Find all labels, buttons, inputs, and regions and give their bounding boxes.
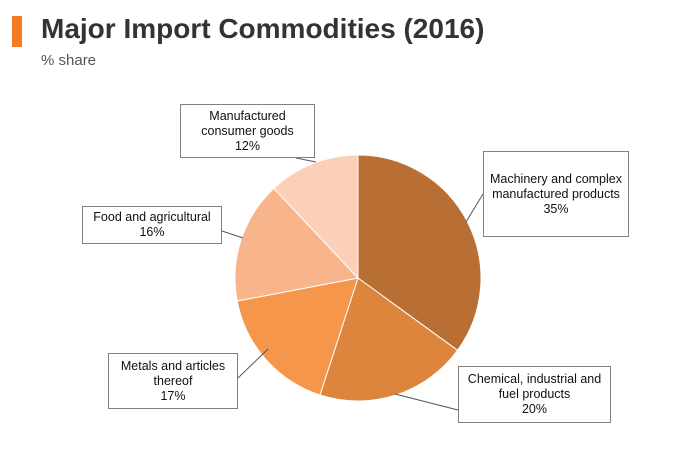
pie-slice-metals: [236, 277, 359, 396]
label-consumer-name: Manufactured consumer goods: [201, 108, 294, 138]
leader-line-chemical: [394, 393, 459, 411]
title-accent-bar: [12, 16, 22, 47]
label-chemical-name: Chemical, industrial and fuel products: [467, 372, 602, 401]
chart-title: Major Import Commodities (2016): [41, 13, 485, 44]
pie-slice-machinery: [357, 154, 482, 351]
label-consumer: Manufactured consumer goods 12%: [180, 104, 315, 158]
label-metals-name: Metals and articles thereof: [120, 358, 226, 388]
leader-line-consumer: [295, 157, 317, 163]
leader-line-food: [221, 230, 244, 239]
label-food-name: Food and agricultural: [93, 210, 211, 224]
pie-slice-chemical: [319, 277, 459, 402]
label-metals-value: 17%: [160, 388, 186, 403]
label-metals: Metals and articles thereof 17%: [108, 353, 238, 409]
label-consumer-value: 12%: [234, 138, 261, 153]
label-machinery: Machinery and complex manufactured produ…: [483, 151, 629, 237]
pie-slice-food: [234, 187, 359, 302]
label-machinery-name: Machinery and complex manufactured produ…: [489, 171, 622, 201]
leader-line-metals: [237, 348, 269, 379]
label-chemical-value: 20%: [521, 402, 548, 416]
chart-subtitle: % share: [41, 52, 97, 69]
label-machinery-value: 35%: [543, 201, 569, 216]
pie-slice-consumer: [273, 154, 359, 280]
label-food: Food and agricultural 16%: [82, 206, 222, 244]
leader-line-machinery: [465, 193, 484, 223]
label-chemical: Chemical, industrial and fuel products 2…: [458, 366, 611, 423]
label-food-value: 16%: [139, 225, 165, 239]
